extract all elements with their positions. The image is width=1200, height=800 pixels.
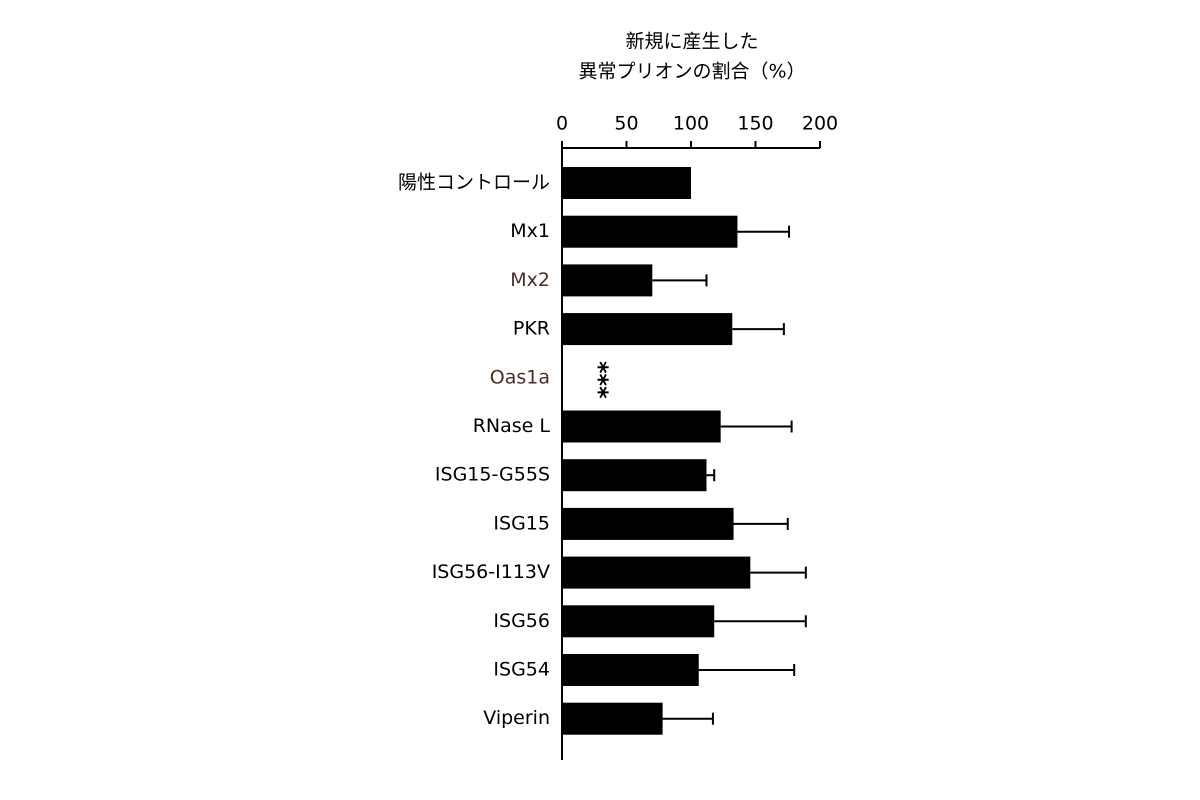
y-tick-label: Viperin (483, 707, 550, 729)
bar (562, 459, 707, 492)
x-tick-label: 0 (556, 113, 568, 135)
bar (562, 556, 751, 589)
y-tick-label: PKR (513, 318, 550, 340)
bar (562, 313, 733, 346)
bar (562, 605, 715, 638)
x-tick-label: 150 (737, 113, 773, 135)
bar (562, 507, 734, 540)
chart-title: 異常プリオンの割合（%） (578, 61, 805, 83)
y-tick-label: Mx1 (510, 220, 550, 242)
y-tick-label: Mx2 (510, 269, 550, 291)
bar (562, 702, 663, 735)
y-tick-label: Oas1a (490, 366, 550, 388)
y-tick-label: 陽性コントロール (398, 172, 550, 194)
x-tick-label: 50 (614, 113, 638, 135)
annotation: *** (585, 361, 613, 399)
y-tick-label: ISG15 (493, 512, 550, 534)
bar (562, 215, 738, 248)
y-tick-label: ISG15-G55S (435, 464, 550, 486)
y-tick-label: ISG56-I113V (432, 561, 550, 583)
bar (562, 410, 721, 443)
x-tick-label: 200 (802, 113, 838, 135)
bar (562, 654, 699, 686)
y-tick-label: ISG56 (493, 610, 550, 632)
chart-title: 新規に産生した (625, 31, 758, 53)
y-tick-label: RNase L (473, 415, 551, 437)
bar (562, 167, 691, 199)
bar (562, 264, 653, 297)
x-tick-label: 100 (673, 113, 709, 135)
y-tick-label: ISG54 (493, 659, 550, 681)
